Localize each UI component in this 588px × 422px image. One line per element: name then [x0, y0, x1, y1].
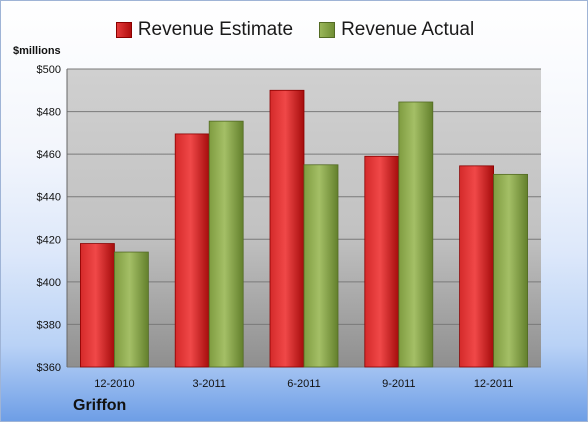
legend: Revenue Estimate Revenue Actual — [1, 15, 587, 45]
y-tick-label: $460 — [37, 149, 61, 161]
legend-swatch-estimate — [115, 22, 132, 38]
y-tick-label: $420 — [37, 234, 61, 246]
legend-swatch-actual — [319, 22, 336, 38]
bar-revenue-actual — [398, 101, 434, 368]
bar-revenue-estimate — [459, 165, 495, 368]
x-tick-label: 3-2011 — [192, 378, 225, 390]
x-tick-label: 12-2010 — [94, 378, 134, 390]
bar-revenue-actual — [208, 120, 244, 368]
y-tick-label: $360 — [37, 362, 61, 374]
legend-label-estimate: Revenue Estimate — [137, 19, 294, 40]
y-tick-label: $380 — [37, 319, 61, 331]
legend-item-actual: Revenue Actual — [319, 19, 474, 41]
bar-revenue-actual — [303, 164, 339, 368]
bar-revenue-actual — [493, 173, 529, 368]
bar-revenue-estimate — [269, 89, 305, 368]
bar-revenue-actual — [114, 251, 149, 368]
bar-revenue-estimate — [80, 243, 115, 368]
legend-label-actual: Revenue Actual — [341, 19, 475, 40]
bar-revenue-estimate — [364, 155, 400, 368]
y-axis-unit-label: $millions — [13, 45, 61, 57]
bar-revenue-estimate — [174, 133, 210, 368]
company-name: Griffon — [73, 397, 127, 414]
y-tick-label: $400 — [37, 277, 61, 289]
y-tick-label: $500 — [37, 64, 61, 76]
x-tick-label: 12-2011 — [474, 378, 514, 390]
y-tick-label: $440 — [37, 192, 61, 204]
x-tick-label: 9-2011 — [382, 378, 415, 390]
x-tick-label: 6-2011 — [287, 378, 320, 390]
legend-item-estimate: Revenue Estimate — [115, 19, 294, 41]
y-tick-label: $480 — [37, 107, 61, 119]
